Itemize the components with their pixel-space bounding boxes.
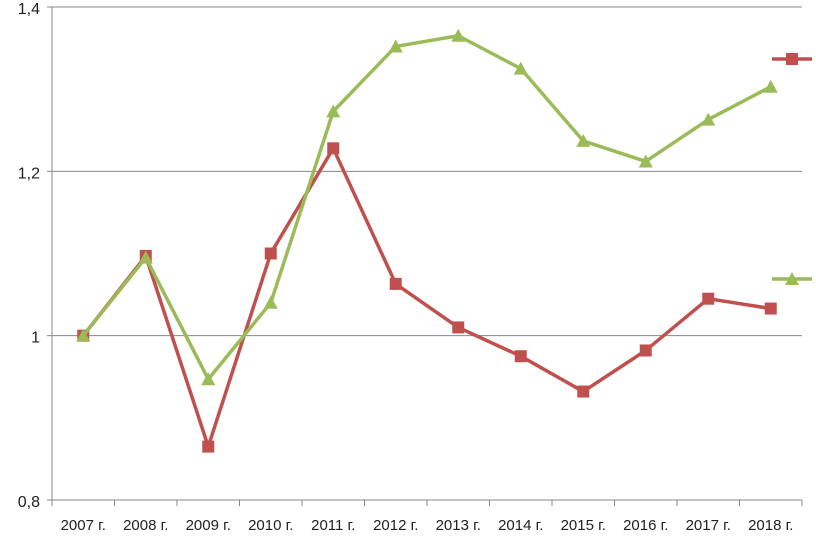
data-point	[577, 385, 590, 398]
data-point	[702, 292, 715, 305]
y-tick-label: 1	[31, 330, 40, 347]
x-tick-label: 2015 г.	[561, 517, 606, 534]
data-point	[514, 350, 527, 363]
x-tick-label: 2016 г.	[623, 517, 668, 534]
data-point	[76, 328, 91, 342]
data-point	[389, 277, 402, 290]
x-tick-label: 2017 г.	[686, 517, 731, 534]
data-point	[638, 154, 653, 168]
x-tick-label: 2009 г.	[186, 517, 231, 534]
legend-entry-1	[772, 53, 812, 65]
data-point	[138, 250, 153, 264]
data-point	[202, 440, 215, 453]
data-point	[263, 295, 278, 309]
axes: 0,8 1 1,2 1,4 2007 г. 2008 г. 2009 г. 2010 г. 20…	[18, 1, 803, 534]
y-tick-label: 1,2	[18, 165, 40, 182]
series-line	[81, 34, 772, 381]
legend	[772, 53, 812, 285]
series	[76, 28, 778, 453]
data-point	[701, 112, 716, 126]
data-point	[451, 28, 466, 42]
legend-entry-2	[772, 272, 812, 285]
series-line	[81, 146, 772, 449]
x-tick-label: 2013 г.	[436, 517, 481, 534]
data-point	[639, 344, 652, 357]
data-point	[327, 142, 340, 155]
data-point	[388, 39, 403, 53]
x-tick-label: 2008 г.	[123, 517, 168, 534]
y-tick-label: 0,8	[18, 494, 40, 511]
series-1	[77, 142, 777, 453]
data-point	[513, 61, 528, 75]
data-point	[326, 104, 341, 118]
data-point	[763, 79, 778, 93]
legend-marker	[786, 53, 798, 65]
data-point	[452, 321, 465, 334]
data-point	[764, 302, 777, 315]
x-tick-label: 2011 г.	[311, 517, 355, 534]
legend-marker	[785, 272, 799, 285]
data-point	[201, 372, 216, 386]
series-2	[76, 28, 778, 386]
y-tick-label: 1,4	[18, 1, 40, 18]
gridlines	[52, 6, 802, 337]
data-point	[264, 247, 277, 260]
x-tick-label: 2012 г.	[373, 517, 418, 534]
x-tick-label: 2014 г.	[498, 517, 543, 534]
x-tick-label: 2010 г.	[248, 517, 293, 534]
x-tick-label: 2007 г.	[61, 517, 106, 534]
data-point	[576, 133, 591, 147]
x-tick-label: 2018 г.	[748, 517, 793, 534]
